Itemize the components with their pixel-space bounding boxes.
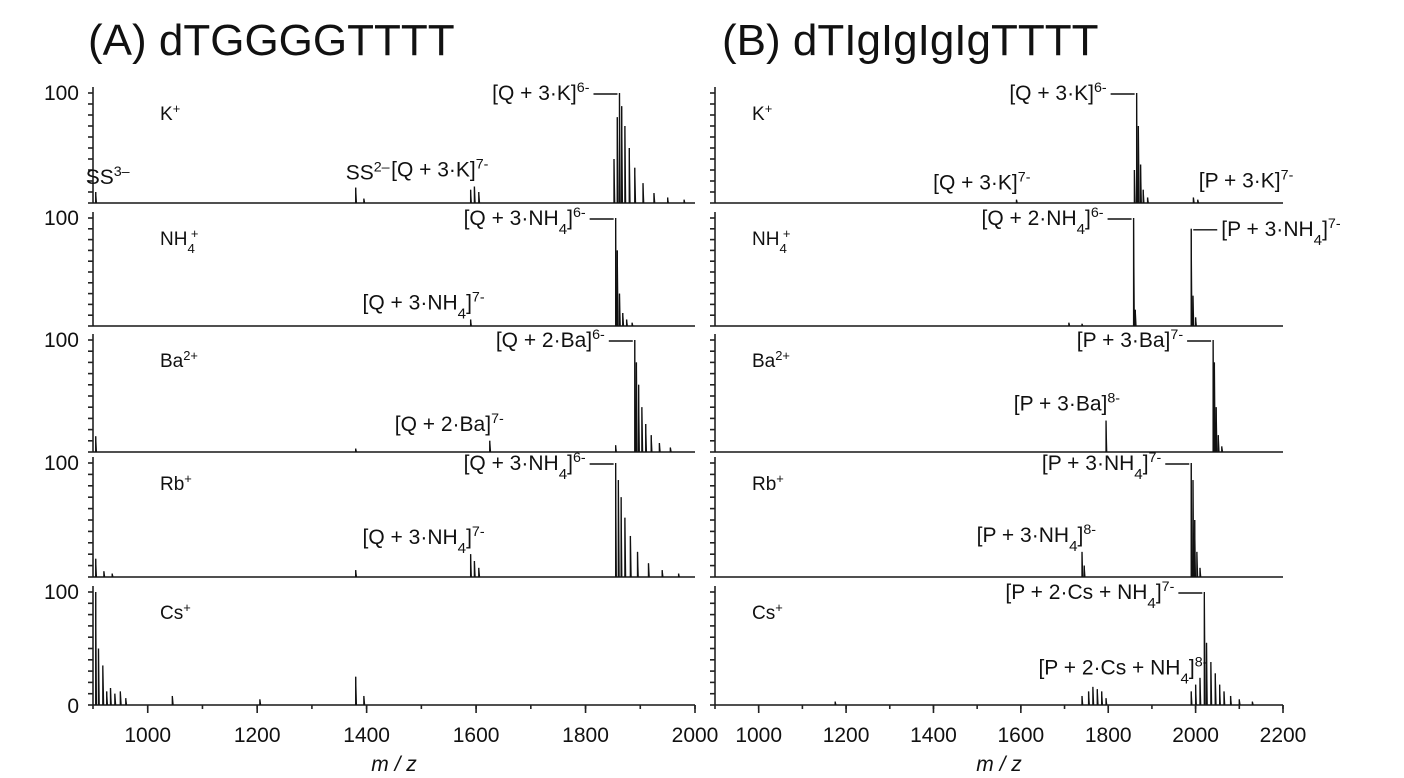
x-axis-label: m / z bbox=[976, 753, 1022, 776]
ion-label: Rb+ bbox=[160, 471, 192, 496]
panel-0-0: 100 K+ [Q + 3·K]6- [Q + 3·K]7- SS3– SS2– bbox=[44, 80, 695, 204]
panel-0-2: 100 Ba2+ [Q + 2·Ba]6- [Q + 2·Ba]7- bbox=[44, 327, 695, 453]
peak-annotation: SS2– bbox=[346, 160, 390, 185]
panel-0-1: 100 NH4+ [Q + 3·NH4]6- [Q + 3·NH4]7- bbox=[44, 205, 695, 327]
x-tick-label: 2000 bbox=[1172, 724, 1219, 747]
x-tick-label: 1800 bbox=[1085, 724, 1132, 747]
peak-annotation: [Q + 3·K]7- bbox=[391, 157, 489, 182]
panel-1-3: Rb+ [P + 3·NH4]7- [P + 3·NH4]8- bbox=[710, 450, 1283, 578]
x-axis-label: m / z bbox=[371, 753, 417, 776]
x-tick-label: 1000 bbox=[124, 724, 171, 747]
x-tick-label: 2200 bbox=[1260, 724, 1307, 747]
y-tick-label-0: 0 bbox=[67, 695, 79, 718]
peak-annotation: [Q + 2·Ba]6- bbox=[496, 327, 605, 352]
ion-label: K+ bbox=[752, 101, 772, 126]
peak-annotation: [P + 3·K]7- bbox=[1199, 168, 1294, 193]
peak-annotation: SS3– bbox=[86, 164, 130, 189]
x-tick-label: 1600 bbox=[997, 724, 1044, 747]
peak-annotation: [P + 3·Ba]7- bbox=[1077, 327, 1184, 352]
x-tick-label: 1200 bbox=[823, 724, 870, 747]
ion-label: Cs+ bbox=[160, 600, 191, 625]
panel-1-0: K+ [Q + 3·K]6- [Q + 3·K]7- [P + 3·K]7- bbox=[710, 80, 1294, 204]
x-tick-label: 1400 bbox=[343, 724, 390, 747]
panel-0-3: 100 Rb+ [Q + 3·NH4]6- [Q + 3·NH4]7- bbox=[44, 450, 695, 578]
spectrum-trace bbox=[93, 591, 695, 706]
ion-label: Cs+ bbox=[752, 600, 783, 625]
peak-annotation: [Q + 3·NH4]7- bbox=[363, 290, 485, 323]
panel-1-2: Ba2+ [P + 3·Ba]7- [P + 3·Ba]8- bbox=[710, 327, 1283, 453]
peak-annotation: [Q + 3·K]6- bbox=[492, 80, 590, 105]
peak-annotation: [Q + 2·Ba]7- bbox=[395, 411, 504, 436]
peak-annotation: [Q + 3·NH4]7- bbox=[363, 524, 485, 557]
chart-title-0: (A) dTGGGGTTTT bbox=[88, 16, 455, 65]
y-tick-label-100: 100 bbox=[44, 452, 79, 475]
peak-annotation: [P + 2·Cs + NH4]8- bbox=[1038, 655, 1207, 688]
peak-annotation: [P + 2·Cs + NH4]7- bbox=[1005, 579, 1174, 612]
ion-label: Ba2+ bbox=[160, 348, 198, 373]
spectrum-trace bbox=[715, 217, 1283, 327]
peak-annotation: [Q + 3·K]7- bbox=[933, 170, 1031, 195]
peak-annotation: [P + 3·NH4]8- bbox=[977, 522, 1097, 555]
ion-label: K+ bbox=[160, 101, 180, 126]
peak-annotation: [P + 3·Ba]8- bbox=[1014, 391, 1121, 416]
spectrum-trace bbox=[715, 591, 1283, 706]
spectrum-trace bbox=[715, 462, 1283, 578]
peak-annotation: [P + 3·NH4]7- bbox=[1042, 450, 1162, 483]
y-tick-label-100: 100 bbox=[44, 329, 79, 352]
y-tick-label-100: 100 bbox=[44, 82, 79, 105]
spectrum-trace bbox=[715, 339, 1283, 453]
peak-annotation: [Q + 3·NH4]6- bbox=[464, 450, 586, 483]
peak-annotation: [P + 3·NH4]7- bbox=[1221, 216, 1341, 249]
x-tick-label: 1400 bbox=[910, 724, 957, 747]
x-tick-label: 1800 bbox=[562, 724, 609, 747]
ion-label: NH4+ bbox=[752, 226, 790, 256]
panel-1-1: NH4+ [Q + 2·NH4]6- [P + 3·NH4]7- bbox=[710, 205, 1341, 327]
panel-1-4: Cs+ [P + 2·Cs + NH4]7- [P + 2·Cs + NH4]8- 1… bbox=[710, 579, 1306, 776]
x-tick-label: 1000 bbox=[735, 724, 782, 747]
ion-label: NH4+ bbox=[160, 226, 198, 256]
x-tick-label: 1600 bbox=[453, 724, 500, 747]
x-tick-label: 2000 bbox=[672, 724, 719, 747]
peak-annotation: [Q + 2·NH4]6- bbox=[982, 205, 1104, 238]
ion-label: Ba2+ bbox=[752, 348, 790, 373]
peak-annotation: [Q + 3·K]6- bbox=[1009, 80, 1107, 105]
peak-annotation: [Q + 3·NH4]6- bbox=[464, 205, 586, 238]
spectrum-trace bbox=[93, 339, 695, 453]
x-tick-label: 1200 bbox=[234, 724, 281, 747]
chart-title-1: (B) dTIgIgIgIgTTTT bbox=[722, 16, 1099, 65]
ion-label: Rb+ bbox=[752, 471, 784, 496]
y-tick-label-100: 100 bbox=[44, 207, 79, 230]
spectrum-trace bbox=[93, 92, 695, 204]
y-tick-label-100: 100 bbox=[44, 581, 79, 604]
